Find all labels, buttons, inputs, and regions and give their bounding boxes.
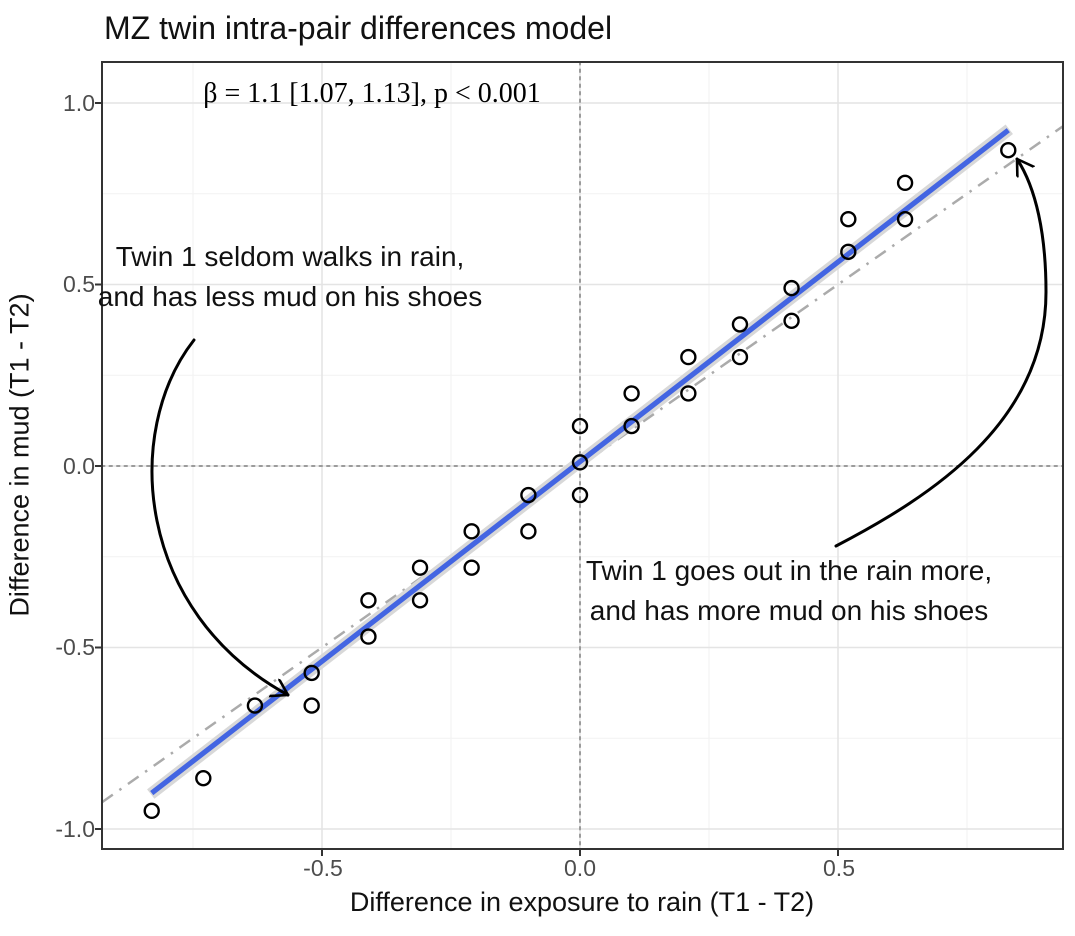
data-point — [896, 174, 914, 192]
chart-title: MZ twin intra-pair differences model — [104, 10, 613, 46]
x-tick-label: -0.5 — [303, 855, 343, 881]
annotation-right-line2: and has more mud on his shoes — [589, 595, 989, 626]
y-tick-label: 0.5 — [63, 271, 95, 297]
data-point — [360, 628, 377, 645]
data-point — [896, 210, 914, 228]
data-point — [143, 802, 160, 820]
data-point — [680, 385, 697, 402]
data-point — [840, 210, 857, 228]
data-point — [783, 312, 800, 329]
identity-line — [101, 125, 1064, 804]
data-point — [520, 523, 537, 540]
annotation-left-line1: Twin 1 seldom walks in rain, — [115, 241, 465, 272]
data-point — [463, 559, 480, 576]
data-point — [195, 769, 212, 787]
y-tick-label: 0.0 — [63, 453, 95, 479]
data-point — [303, 664, 320, 682]
annotation-arrows — [150, 157, 1048, 695]
data-point — [303, 697, 320, 714]
panel-frame — [95, 61, 1064, 856]
y-tick-label: -0.5 — [55, 634, 95, 660]
data-point — [571, 454, 589, 471]
data-point — [680, 348, 697, 366]
data-point — [411, 559, 429, 576]
data-point — [520, 486, 537, 504]
annotation-right-line1: Twin 1 goes out in the rain more, — [585, 555, 993, 586]
y-axis-title: Difference in mud (T1 - T2) — [4, 293, 35, 617]
data-point — [246, 697, 264, 714]
regression-line — [150, 128, 1010, 796]
panel-border — [101, 61, 1064, 850]
annotation-right: Twin 1 goes out in the rain more, and ha… — [586, 551, 992, 631]
data-point — [731, 316, 749, 333]
x-tick-label: 0.5 — [823, 855, 855, 881]
stats-annotation: β = 1.1 [1.07, 1.13], p < 0.001 — [203, 78, 541, 109]
data-point — [783, 279, 800, 297]
data-point — [411, 592, 429, 609]
y-tick-label: 1.0 — [63, 90, 95, 116]
data-point — [623, 417, 640, 435]
x-tick-label: 0.0 — [564, 855, 596, 881]
annotation-left-line2: and has less mud on his shoes — [97, 281, 483, 312]
data-point — [463, 523, 480, 540]
data-point — [571, 417, 589, 435]
data-point — [571, 486, 589, 504]
x-axis-title: Difference in exposure to rain (T1 - T2) — [349, 887, 815, 917]
data-point — [1000, 141, 1017, 159]
data-point — [623, 385, 640, 402]
y-tick-label: -1.0 — [55, 816, 95, 842]
right-annotation-arrow — [834, 157, 1048, 548]
data-point — [731, 348, 749, 366]
annotation-left: Twin 1 seldom walks in rain, and has les… — [98, 237, 482, 317]
data-point — [360, 592, 377, 609]
data-points — [143, 141, 1017, 820]
data-point — [840, 243, 857, 261]
left-annotation-arrow — [150, 338, 290, 695]
